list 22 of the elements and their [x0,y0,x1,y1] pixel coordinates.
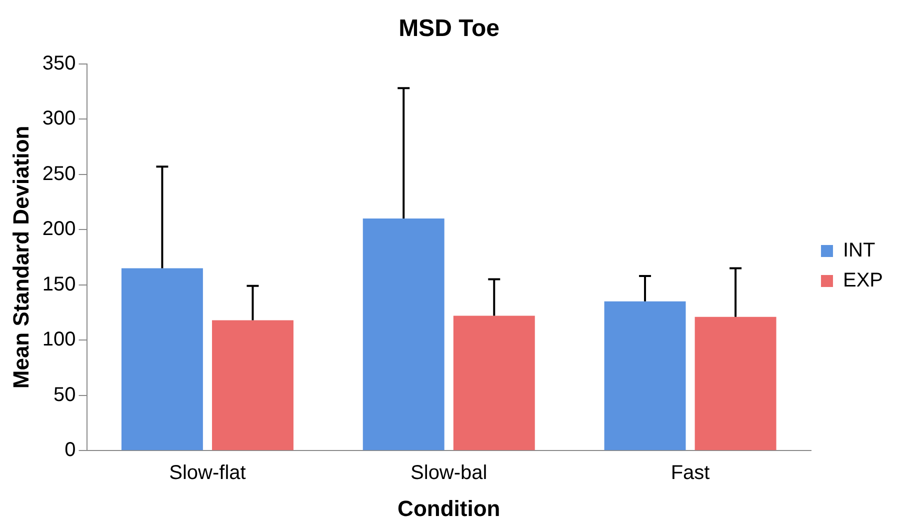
y-tick-label: 100 [42,328,76,351]
bar [453,316,535,450]
chart-title: MSD Toe [398,15,500,42]
y-tick-label: 200 [42,218,76,240]
x-axis-title: Condition [398,496,500,521]
x-tick-label: Slow-bal [410,462,488,484]
y-tick-label: 250 [42,162,76,185]
bar [212,320,294,450]
y-tick-label: 300 [42,108,76,130]
legend-label: INT [842,240,876,262]
bar [121,268,203,450]
bar [362,218,444,450]
x-tick-label: Slow-flat [169,462,246,484]
y-tick-label: 50 [54,384,76,406]
y-tick-label: 150 [42,273,76,296]
y-tick-label: 0 [64,439,76,462]
x-tick-label: Fast [670,462,710,484]
legend-label: EXP [842,270,884,292]
y-tick-label: 350 [42,52,76,74]
bar [604,301,686,450]
y-axis-title: Mean Standard Deviation [8,126,34,389]
bar [694,316,776,450]
